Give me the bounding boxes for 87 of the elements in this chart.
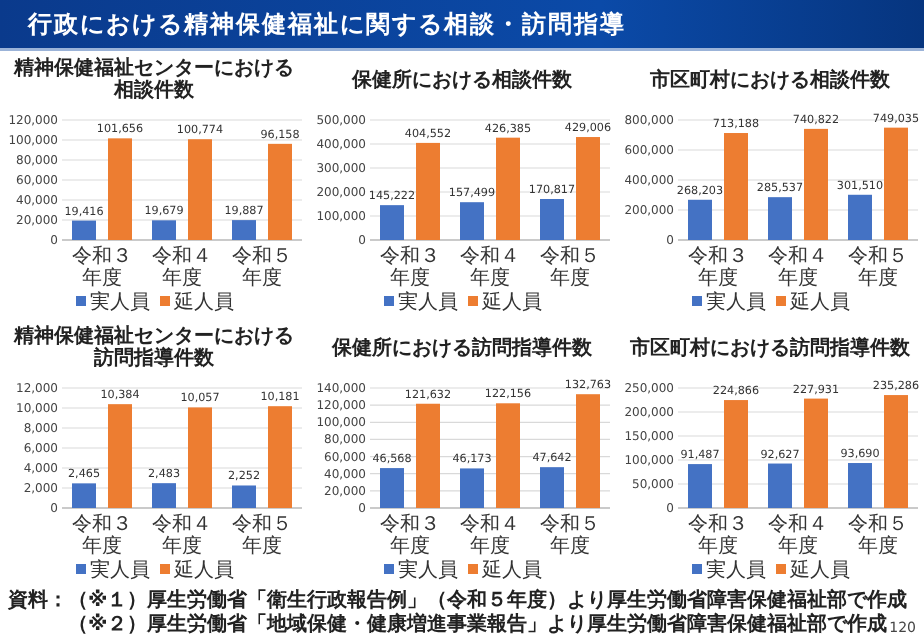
bar bbox=[496, 403, 520, 508]
legend-item: 延人員 bbox=[160, 292, 234, 314]
x-tick-label: 令和３年度 bbox=[380, 244, 440, 290]
x-tick-label: 令和４年度 bbox=[152, 244, 212, 290]
bar bbox=[848, 463, 872, 508]
legend-label: 延人員 bbox=[172, 558, 234, 582]
legend-item: 実人員 bbox=[692, 560, 766, 582]
x-tick-label: 令和５年度 bbox=[232, 244, 292, 290]
bar bbox=[768, 197, 792, 240]
x-tick-label: 令和４年度 bbox=[768, 244, 828, 290]
x-tick-label: 令和４年度 bbox=[152, 512, 212, 558]
x-tick-label: 令和５年度 bbox=[540, 244, 600, 290]
legend-label: 延人員 bbox=[480, 558, 542, 582]
legend-item: 延人員 bbox=[776, 560, 850, 582]
x-tick-label: 令和４年度 bbox=[768, 512, 828, 558]
bar bbox=[496, 137, 520, 240]
x-tick-label: 令和３年度 bbox=[688, 244, 748, 290]
bar bbox=[380, 205, 404, 240]
title: 市区町村における相談件数 bbox=[650, 70, 890, 92]
bar bbox=[884, 127, 908, 240]
bar bbox=[188, 139, 212, 240]
title: 市区町村における訪問指導件数 bbox=[630, 338, 910, 360]
x-tick-label: 令和３年度 bbox=[72, 512, 132, 558]
legend-item: 延人員 bbox=[160, 560, 234, 582]
bar bbox=[108, 138, 132, 240]
bar bbox=[804, 398, 828, 508]
bar bbox=[268, 143, 292, 240]
bar bbox=[460, 468, 484, 508]
title: 保健所における訪問指導件数 bbox=[332, 338, 592, 360]
bar bbox=[884, 395, 908, 508]
bar bbox=[576, 137, 600, 240]
text: 行政における精神保健福祉に関する相談・訪問指導 bbox=[26, 10, 626, 38]
legend-label: 実人員 bbox=[398, 558, 458, 582]
bar bbox=[108, 404, 132, 508]
x-tick-label: 令和５年度 bbox=[848, 244, 908, 290]
bar bbox=[768, 463, 792, 508]
x-tick-label: 令和５年度 bbox=[540, 512, 600, 558]
bar bbox=[540, 199, 564, 240]
x-tick-label: 令和３年度 bbox=[688, 512, 748, 558]
bar bbox=[576, 394, 600, 508]
bar bbox=[268, 406, 292, 508]
bar bbox=[72, 483, 96, 508]
legend-item: 延人員 bbox=[776, 292, 850, 314]
x-tick-label: 令和５年度 bbox=[848, 512, 908, 558]
bar bbox=[688, 199, 712, 240]
legend-label: 延人員 bbox=[172, 290, 234, 314]
legend-item: 実人員 bbox=[384, 560, 458, 582]
legend-item: 実人員 bbox=[384, 292, 458, 314]
text: 資料：（※１）厚生労働省「衛生行政報告例」（令和５年度）より厚生労働省障害保健福祉部で作成 bbox=[6, 588, 908, 612]
legend-label: 実人員 bbox=[90, 558, 150, 582]
legend-item: 実人員 bbox=[692, 292, 766, 314]
legend-item: 実人員 bbox=[76, 560, 150, 582]
title: 保健所における相談件数 bbox=[352, 70, 572, 92]
x-tick-label: 令和４年度 bbox=[460, 244, 520, 290]
bar bbox=[848, 194, 872, 240]
legend-label: 実人員 bbox=[90, 290, 150, 314]
legend-item: 延人員 bbox=[468, 292, 542, 314]
bar bbox=[540, 467, 564, 508]
bar bbox=[232, 220, 256, 240]
bar bbox=[72, 220, 96, 240]
bar bbox=[416, 403, 440, 508]
bar bbox=[688, 464, 712, 508]
bar bbox=[152, 220, 176, 240]
bar bbox=[724, 400, 748, 508]
x-tick-label: 令和３年度 bbox=[72, 244, 132, 290]
bar bbox=[460, 202, 484, 240]
title: 精神保健福祉センターにおける相談件数 bbox=[14, 58, 294, 102]
legend-label: 延人員 bbox=[480, 290, 542, 314]
legend-label: 延人員 bbox=[788, 558, 850, 582]
legend-label: 実人員 bbox=[706, 558, 766, 582]
bar bbox=[380, 468, 404, 508]
bar bbox=[152, 483, 176, 508]
text: （※２）厚生労働省「地域保健・健康増進事業報告」より厚生労働省障害保健福祉部で作成 bbox=[68, 612, 888, 636]
bar bbox=[724, 133, 748, 240]
legend-item: 実人員 bbox=[76, 292, 150, 314]
bar bbox=[416, 142, 440, 240]
legend-item: 延人員 bbox=[468, 560, 542, 582]
bar bbox=[804, 128, 828, 240]
legend-label: 実人員 bbox=[706, 290, 766, 314]
x-tick-label: 令和３年度 bbox=[380, 512, 440, 558]
bar bbox=[188, 407, 212, 508]
x-tick-label: 令和４年度 bbox=[460, 512, 520, 558]
legend-label: 実人員 bbox=[398, 290, 458, 314]
x-tick-label: 令和５年度 bbox=[232, 512, 292, 558]
title: 精神保健福祉センターにおける訪問指導件数 bbox=[14, 326, 294, 370]
legend-label: 延人員 bbox=[788, 290, 850, 314]
bar bbox=[232, 485, 256, 508]
